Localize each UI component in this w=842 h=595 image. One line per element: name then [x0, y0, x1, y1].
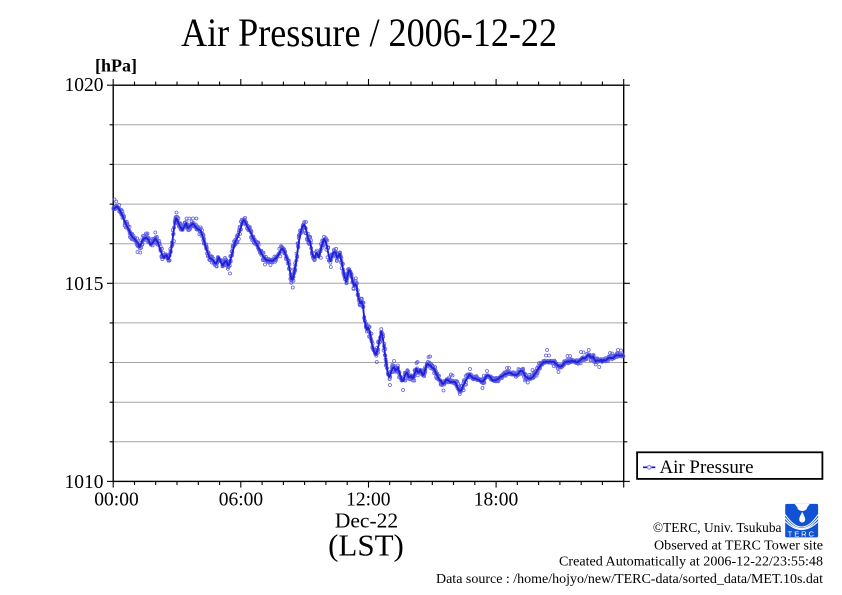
svg-text:Observed at TERC Tower site: Observed at TERC Tower site	[654, 539, 823, 554]
svg-text:1020: 1020	[65, 75, 104, 96]
svg-text:Dec-22: Dec-22	[335, 509, 398, 533]
svg-text:©TERC, Univ. Tsukuba: ©TERC, Univ. Tsukuba	[653, 520, 782, 535]
svg-text:TERC: TERC	[788, 530, 816, 539]
svg-text:Air Pressure / 2006-12-22: Air Pressure / 2006-12-22	[181, 10, 557, 55]
svg-text:[hPa]: [hPa]	[95, 56, 137, 76]
svg-text:18:00: 18:00	[474, 490, 518, 511]
svg-text:Air Pressure: Air Pressure	[660, 457, 754, 478]
svg-text:12:00: 12:00	[346, 490, 390, 511]
svg-text:1015: 1015	[65, 274, 104, 295]
svg-text:00:00: 00:00	[94, 490, 138, 511]
svg-text:Created Automatically at 2006-: Created Automatically at 2006-12-22/23:5…	[559, 555, 823, 570]
svg-text:Data source : /home/hojyo/new/: Data source : /home/hojyo/new/TERC-data/…	[436, 572, 823, 587]
svg-text:06:00: 06:00	[219, 490, 263, 511]
svg-text:1010: 1010	[65, 472, 104, 493]
svg-text:(LST): (LST)	[328, 528, 404, 563]
